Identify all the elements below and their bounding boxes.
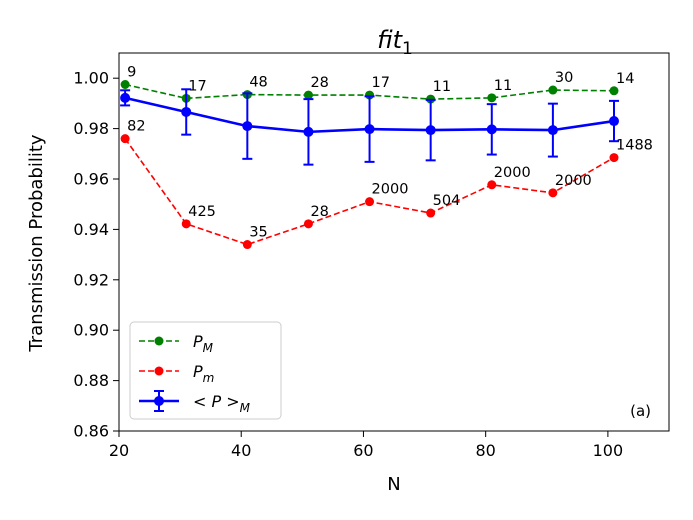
data-point: [609, 153, 619, 163]
data-point: [303, 126, 314, 137]
plot-frame: [118, 52, 670, 432]
legend-label-main: P: [193, 362, 203, 381]
data-point: [487, 180, 497, 190]
legend-label-main: P: [193, 332, 203, 351]
data-label: 2000: [372, 182, 409, 198]
data-point: [120, 92, 131, 103]
x-tick-label: 20: [109, 441, 129, 460]
series-0: [120, 80, 619, 104]
y-tick-label: 0.96: [73, 170, 109, 189]
data-label: 1488: [616, 138, 653, 154]
data-label: 2000: [555, 173, 592, 189]
ticks-layer: 20 40 60 80 100 0.86 0.88 0.90 0.92 0.94 0.96 0.98 1…: [73, 69, 623, 460]
legend-marker: [154, 396, 164, 406]
y-tick-label: 0.98: [73, 119, 109, 138]
legend-label-main: < P >: [193, 392, 240, 411]
data-point: [609, 116, 619, 127]
data-label: 14: [616, 71, 634, 87]
data-point: [426, 208, 436, 218]
series-1: [120, 134, 619, 250]
data-point: [120, 134, 130, 144]
chart-title: fit1: [377, 26, 413, 59]
legend-marker: [154, 366, 164, 376]
legend-label: PM: [193, 332, 214, 355]
data-label: 504: [433, 193, 461, 209]
data-point: [548, 85, 558, 95]
data-point: [120, 80, 130, 89]
data-point: [242, 121, 253, 132]
data-point: [547, 125, 558, 136]
data-point: [548, 188, 558, 198]
x-tick-label: 60: [353, 441, 373, 460]
data-point: [303, 90, 313, 100]
data-point: [181, 219, 191, 229]
legend-label: Pm: [193, 362, 214, 385]
y-tick-label: 0.94: [73, 220, 109, 239]
series-2: [120, 88, 619, 166]
chart-title-sub: 1: [402, 39, 413, 59]
legend-label: < P >M: [193, 392, 251, 415]
data-labels-layer: 82 425 35 28 2000 504 2000 2000 1488 9 17 48 28 17 11 1…: [127, 65, 653, 241]
legend-item: PM: [139, 332, 214, 355]
data-point: [303, 219, 313, 229]
data-point: [486, 124, 497, 135]
x-tick-label: 100: [593, 441, 624, 460]
data-label: 11: [494, 78, 512, 94]
data-label: 9: [127, 65, 136, 81]
data-label: 82: [127, 119, 145, 135]
data-point: [487, 93, 497, 103]
data-label: 2000: [494, 165, 531, 181]
x-axis-title: N: [387, 474, 400, 495]
y-axis-title: Transmission Probability: [26, 134, 47, 352]
data-label: 35: [249, 225, 267, 241]
legend-box: [129, 321, 282, 420]
chart-title-main: fit: [377, 26, 404, 54]
y-tick-label: 0.92: [73, 270, 109, 289]
y-tick-label: 0.88: [73, 371, 109, 390]
series-layer: [120, 80, 619, 250]
data-label: 30: [555, 70, 573, 86]
data-label: 28: [310, 204, 328, 220]
data-point: [181, 106, 192, 117]
data-point: [365, 197, 375, 207]
data-point: [609, 86, 619, 96]
legend-item: < P >M: [139, 390, 251, 415]
data-label: 48: [249, 75, 267, 91]
y-tick-label: 0.90: [73, 321, 109, 340]
data-point: [242, 240, 252, 250]
x-tick-label: 80: [475, 441, 495, 460]
y-tick-label: 0.86: [73, 422, 109, 441]
data-label: 11: [433, 79, 451, 95]
data-label: 17: [188, 78, 206, 94]
data-label: 28: [310, 75, 328, 91]
data-point: [425, 125, 436, 136]
data-point: [364, 124, 375, 135]
y-tick-label: 1.00: [73, 69, 109, 88]
legend-label-sub: M: [240, 401, 251, 415]
panel-label: (a): [630, 402, 651, 420]
legend-item: Pm: [139, 362, 214, 385]
data-label: 17: [372, 75, 390, 91]
legend-label-sub: m: [203, 371, 215, 385]
legend-marker: [154, 336, 164, 346]
data-label: 425: [188, 204, 216, 220]
legend-label-sub: M: [203, 341, 214, 355]
x-tick-label: 40: [231, 441, 251, 460]
